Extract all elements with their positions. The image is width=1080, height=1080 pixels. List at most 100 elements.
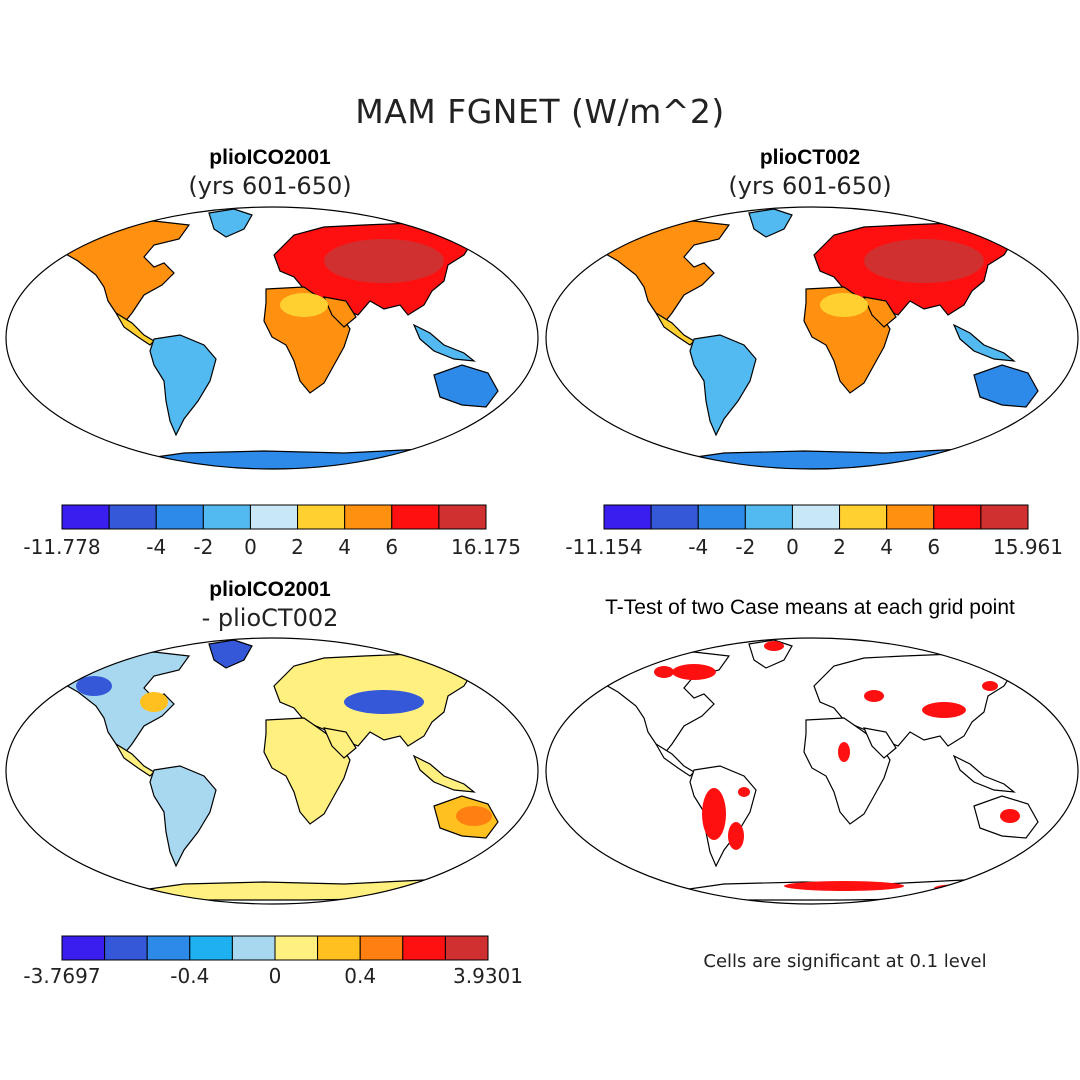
colorbar-swatch (104, 935, 148, 961)
warm-region-sahara (820, 293, 868, 317)
colorbar-1 (61, 504, 487, 530)
colorbar-tick-label: 0.4 (344, 964, 377, 988)
colorbar-swatch (650, 504, 699, 530)
colorbar-swatch (886, 504, 935, 530)
panel-3-subtitle: - plioCT002 (201, 604, 339, 632)
panel-2-title: plioCT002 (759, 146, 861, 169)
significant-cells (784, 881, 904, 891)
colorbar-swatch (249, 504, 299, 530)
warm-region-namerica (140, 692, 168, 712)
colorbar-swatch (61, 935, 106, 961)
land-centralAmerica (115, 743, 155, 777)
colorbar-swatch (438, 504, 487, 530)
colorbar-swatch (202, 504, 251, 530)
colorbar-tick-label: 6 (927, 535, 941, 559)
colorbar-swatch (189, 935, 233, 961)
colorbar-swatch (933, 504, 982, 530)
warm-region-namerica (644, 259, 684, 291)
significant-cells (738, 787, 750, 797)
land-arabia (322, 296, 357, 328)
colorbar-swatch (391, 504, 440, 530)
land-seAsia (952, 754, 1016, 793)
colorbar-tick-label: 2 (291, 535, 304, 559)
colorbar-tick-label: 3.9301 (453, 964, 523, 988)
map-panel-1 (5, 206, 539, 470)
map-border (5, 206, 539, 470)
land-australia (433, 364, 499, 408)
significant-cells (654, 666, 674, 678)
land-arabia (862, 727, 897, 759)
colorbar-tick-label: 0 (786, 535, 799, 559)
map-panel-2 (545, 206, 1079, 470)
panel-1-title: plioICO2001 (209, 146, 331, 169)
land-northAmerica (602, 651, 731, 755)
significant-cells (838, 742, 850, 762)
significant-cells (922, 702, 966, 718)
land-arabia (862, 296, 897, 328)
map-land-layer (602, 208, 1039, 469)
land-greenland (208, 639, 253, 669)
figure-title: MAM FGNET (W/m^2) (355, 92, 725, 131)
colorbar-tick-label: 15.961 (993, 535, 1063, 559)
colorbar-tick-label: 4 (338, 535, 352, 559)
significant-cells (672, 664, 716, 680)
significant-cells (1000, 809, 1020, 823)
land-greenland (208, 208, 253, 238)
colorbar-swatch (697, 504, 746, 530)
colorbar-3-ticks: -3.7697 -0.4 0 0.4 3.9301 (23, 964, 523, 990)
colorbar-tick-label: 6 (385, 535, 399, 559)
colorbar-2-ticks: -11.154 -4 -2 0 2 4 6 15.961 (565, 535, 1063, 561)
colorbar-tick-label: 4 (880, 535, 894, 559)
map-land-layer (602, 639, 1039, 901)
colorbar-tick-label: 16.175 (451, 535, 521, 559)
significant-cells (764, 641, 784, 651)
warm-region-asia (864, 239, 984, 283)
significant-cells (982, 681, 998, 691)
land-australia (973, 364, 1039, 408)
panel-4-title: T-Test of two Case means at each grid po… (605, 596, 1015, 619)
map-land-layer (62, 639, 499, 901)
colorbar-swatch (980, 504, 1029, 530)
colorbar-swatch (603, 504, 652, 530)
map-border (545, 637, 1079, 905)
map-border (5, 637, 539, 905)
colorbar-tick-label: 2 (833, 535, 846, 559)
land-seAsia (952, 323, 1016, 362)
colorbar-swatch (344, 504, 393, 530)
colorbar-swatch (839, 504, 888, 530)
panel-1-subtitle: (yrs 601-650) (188, 172, 352, 200)
colorbar-swatch (108, 504, 157, 530)
significant-cells (934, 884, 994, 892)
map-panel-3 (5, 637, 539, 905)
colorbar-swatch (791, 504, 841, 530)
cool-region-namerica (76, 676, 112, 696)
colorbar-swatch (61, 504, 110, 530)
colorbar-3 (61, 935, 489, 961)
colorbar-tick-label: 0 (268, 964, 282, 988)
land-seAsia (412, 323, 476, 362)
warm-region-asia (324, 239, 444, 283)
land-southAmerica (149, 334, 217, 437)
colorbar-1-ticks: -11.778 -4 -2 0 2 4 6 16.175 (23, 535, 521, 561)
colorbar-swatch (274, 935, 319, 961)
significant-cells (728, 822, 744, 850)
colorbar-tick-label: 0 (244, 535, 257, 559)
colorbar-swatch (444, 935, 489, 961)
cool-region-asia (344, 690, 424, 714)
land-centralAmerica (655, 743, 695, 777)
warm-region-namerica (104, 259, 144, 291)
map-border (545, 206, 1079, 470)
land-greenland (748, 208, 793, 238)
colorbar-tick-label: -3.7697 (23, 964, 101, 988)
colorbar-swatch (744, 504, 793, 530)
land-northAmerica (62, 651, 191, 755)
panel-3-title: plioICO2001 (209, 578, 331, 601)
warm-region-sahara (280, 293, 328, 317)
warm-region-australia (456, 806, 492, 826)
land-antarctica (113, 879, 466, 901)
significant-cells (702, 788, 726, 840)
land-seAsia (412, 754, 476, 793)
colorbar-swatch (402, 935, 446, 961)
colorbar-tick-label: -4 (146, 535, 167, 559)
colorbar-tick-label: -11.154 (565, 535, 643, 559)
